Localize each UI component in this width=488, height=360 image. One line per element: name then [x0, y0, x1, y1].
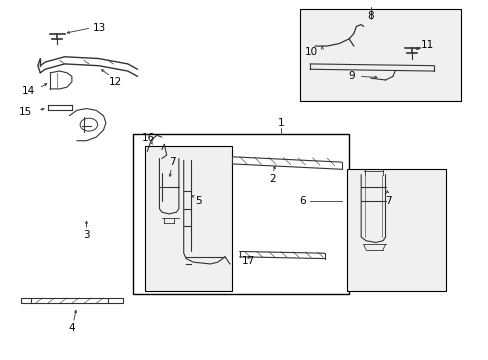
Text: 11: 11	[420, 40, 433, 50]
Text: 10: 10	[305, 48, 318, 58]
Text: 7: 7	[385, 197, 391, 206]
Text: 1: 1	[277, 118, 284, 128]
Text: 6: 6	[299, 197, 305, 206]
Text: 7: 7	[169, 157, 176, 167]
Text: 8: 8	[367, 11, 373, 21]
Text: 4: 4	[68, 323, 75, 333]
Bar	[300, 9, 460, 102]
Text: 2: 2	[269, 174, 275, 184]
Text: 16: 16	[142, 133, 155, 143]
Bar	[144, 146, 232, 291]
Text: 15: 15	[19, 107, 32, 117]
Text: 5: 5	[195, 197, 201, 206]
Text: 17: 17	[242, 256, 255, 266]
Text: 13: 13	[93, 23, 106, 33]
Text: 9: 9	[347, 71, 354, 81]
Text: 14: 14	[21, 86, 35, 96]
Text: 12: 12	[109, 77, 122, 87]
Text: 3: 3	[83, 230, 90, 240]
Bar	[346, 169, 446, 291]
Bar	[132, 134, 348, 294]
